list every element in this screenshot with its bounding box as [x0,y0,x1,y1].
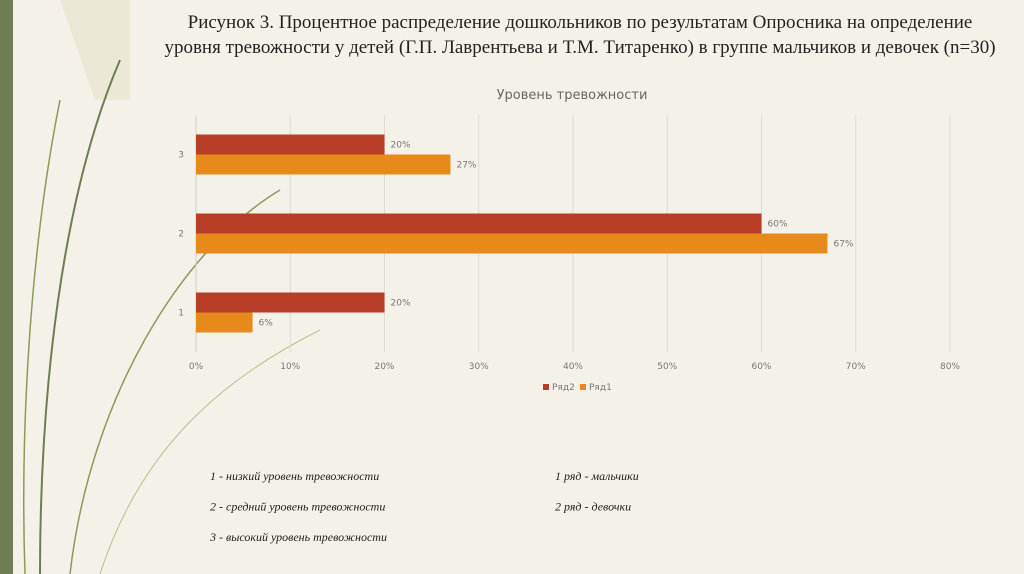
decor-curve [23,99,61,574]
value-label: 20% [391,141,411,151]
decor-curve [39,59,121,574]
decor-shape [60,0,130,100]
decor-curve [99,329,321,574]
bar [196,292,385,313]
note: 2 ряд - девочки [555,500,631,514]
value-label: 27% [456,161,476,171]
value-label: 67% [833,240,853,250]
note: 1 - низкий уровень тревожности [210,469,379,483]
note: 3 - высокий уровень тревожности [209,530,387,544]
x-tick-label: 40% [563,362,583,372]
slide-title: уровня тревожности у детей (Г.П. Лаврент… [164,37,995,58]
value-label: 6% [259,319,274,329]
bar [196,134,385,155]
bar [196,312,253,333]
legend-swatch [580,384,586,390]
legend-label: Ряд2 [552,383,575,393]
value-label: 60% [768,220,788,230]
bar [196,154,451,175]
chart-title: Уровень тревожности [497,88,648,103]
note: 2 - средний уровень тревожности [210,500,385,514]
value-label: 20% [391,299,411,309]
slide-title: Рисунок 3. Процентное распределение дошк… [188,12,973,33]
bar [196,213,762,234]
side-stripe [0,0,13,574]
x-tick-label: 80% [940,362,960,372]
y-tick-label: 2 [178,230,184,240]
x-tick-label: 30% [469,362,489,372]
x-tick-label: 60% [751,362,771,372]
x-tick-label: 10% [280,362,300,372]
y-tick-label: 1 [178,309,184,319]
x-tick-label: 0% [189,362,204,372]
note: 1 ряд - мальчики [555,469,639,483]
x-tick-label: 20% [374,362,394,372]
legend-swatch [543,384,549,390]
bar [196,233,828,254]
legend-label: Ряд1 [589,383,612,393]
y-tick-label: 3 [178,151,184,161]
x-tick-label: 50% [657,362,677,372]
x-tick-label: 70% [846,362,866,372]
